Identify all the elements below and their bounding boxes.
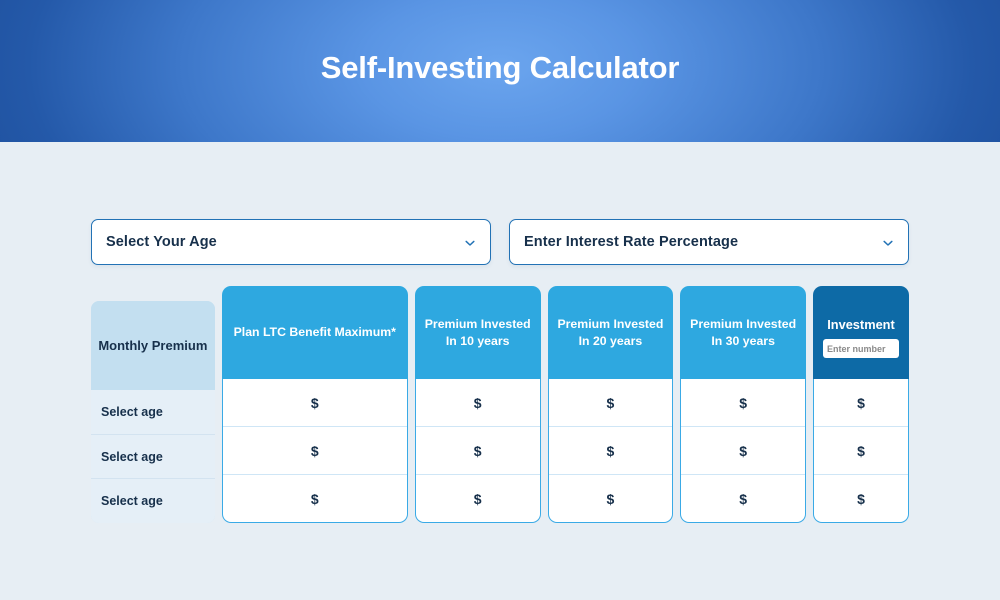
column-investment: Investment $ $ $ bbox=[812, 286, 909, 523]
cell-value: Select age bbox=[101, 449, 163, 464]
column-header-label-line2: In 10 years bbox=[445, 333, 510, 348]
table-cell: $ bbox=[681, 379, 805, 426]
column-plan-ltc-benefit-maximum: Plan LTC Benefit Maximum* $ $ $ bbox=[221, 286, 408, 523]
cell-value: $ bbox=[739, 490, 748, 507]
chevron-down-icon bbox=[882, 236, 894, 248]
table-cell: $ bbox=[813, 426, 908, 474]
column-premium-invested-10-years: Premium Invested In 10 years $ $ $ bbox=[414, 286, 541, 523]
table-cell: $ bbox=[222, 426, 407, 474]
column-header-label-line2: In 30 years bbox=[711, 333, 775, 348]
cell-value: $ bbox=[473, 490, 482, 507]
page-header-banner: Self-Investing Calculator bbox=[0, 0, 1000, 142]
cell-value: $ bbox=[606, 490, 615, 507]
cell-value: $ bbox=[739, 394, 748, 411]
table-cell: $ bbox=[416, 379, 540, 426]
table-cell: $ bbox=[549, 379, 673, 426]
table-cell: $ bbox=[223, 379, 407, 426]
column-header-plan-ltc-benefit-maximum: Plan LTC Benefit Maximum* bbox=[221, 286, 408, 379]
cell-value: Select age bbox=[101, 404, 163, 419]
table-cell: $ bbox=[415, 474, 540, 522]
column-monthly-premium: Monthly Premium Select age Select age Se… bbox=[91, 301, 215, 523]
cell-value: $ bbox=[310, 394, 319, 411]
column-header-label-line1: Premium Invested bbox=[424, 316, 531, 331]
column-header-label: Investment bbox=[827, 317, 895, 332]
column-header-monthly-premium: Monthly Premium bbox=[91, 301, 215, 391]
table-cell: $ bbox=[548, 474, 673, 522]
cell-value: $ bbox=[857, 442, 865, 459]
column-header-investment: Investment bbox=[812, 286, 909, 379]
table-cell: $ bbox=[813, 474, 908, 522]
chevron-down-icon bbox=[464, 236, 476, 248]
cell-value: $ bbox=[606, 442, 615, 459]
column-premium-invested-30-years: Premium Invested In 30 years $ $ $ bbox=[680, 286, 806, 523]
table-cell: $ bbox=[222, 474, 407, 522]
cell-value: $ bbox=[857, 490, 865, 507]
column-header-label-line1: Premium Invested bbox=[690, 316, 797, 331]
column-body: $ $ $ bbox=[680, 379, 806, 523]
page-body: Select Your Age Enter Interest Rate Perc… bbox=[0, 142, 1000, 600]
investment-input[interactable] bbox=[822, 339, 899, 358]
table-cell: $ bbox=[415, 426, 540, 474]
selector-row: Select Your Age Enter Interest Rate Perc… bbox=[91, 219, 909, 265]
interest-rate-select[interactable]: Enter Interest Rate Percentage bbox=[509, 219, 909, 265]
comparison-table: Monthly Premium Select age Select age Se… bbox=[91, 286, 909, 523]
column-body: $ $ $ bbox=[221, 379, 408, 523]
column-header-label: Monthly Premium bbox=[98, 338, 208, 354]
cell-value: $ bbox=[473, 442, 482, 459]
column-body: $ $ $ bbox=[812, 379, 909, 523]
column-header-premium-invested-20-years: Premium Invested In 20 years bbox=[547, 286, 674, 379]
table-row[interactable]: Select age bbox=[91, 478, 215, 523]
age-select[interactable]: Select Your Age bbox=[91, 219, 491, 265]
column-premium-invested-20-years: Premium Invested In 20 years $ $ $ bbox=[547, 286, 674, 523]
interest-rate-select-label: Enter Interest Rate Percentage bbox=[524, 234, 739, 250]
column-body: $ $ $ bbox=[547, 379, 674, 523]
table-cell: $ bbox=[814, 379, 908, 426]
table-cell: $ bbox=[681, 426, 805, 474]
cell-value: $ bbox=[310, 490, 319, 507]
cell-value: $ bbox=[310, 442, 319, 459]
cell-value: $ bbox=[857, 394, 865, 411]
cell-value: $ bbox=[606, 394, 615, 411]
table-row[interactable]: Select age bbox=[91, 390, 215, 434]
cell-value: $ bbox=[473, 394, 482, 411]
column-header-label-line1: Premium Invested bbox=[557, 316, 664, 331]
table-cell: $ bbox=[681, 474, 805, 522]
page-title: Self-Investing Calculator bbox=[320, 50, 680, 85]
column-header-label: Plan LTC Benefit Maximum* bbox=[233, 325, 396, 339]
cell-value: $ bbox=[739, 442, 748, 459]
column-header-label-line2: In 20 years bbox=[578, 333, 643, 348]
table-cell: $ bbox=[548, 426, 673, 474]
age-select-label: Select Your Age bbox=[106, 234, 217, 250]
column-header-premium-invested-30-years: Premium Invested In 30 years bbox=[680, 286, 806, 379]
cell-value: Select age bbox=[101, 494, 163, 509]
table-row[interactable]: Select age bbox=[91, 433, 215, 479]
column-body: $ $ $ bbox=[414, 379, 541, 523]
column-header-premium-invested-10-years: Premium Invested In 10 years bbox=[414, 286, 541, 379]
